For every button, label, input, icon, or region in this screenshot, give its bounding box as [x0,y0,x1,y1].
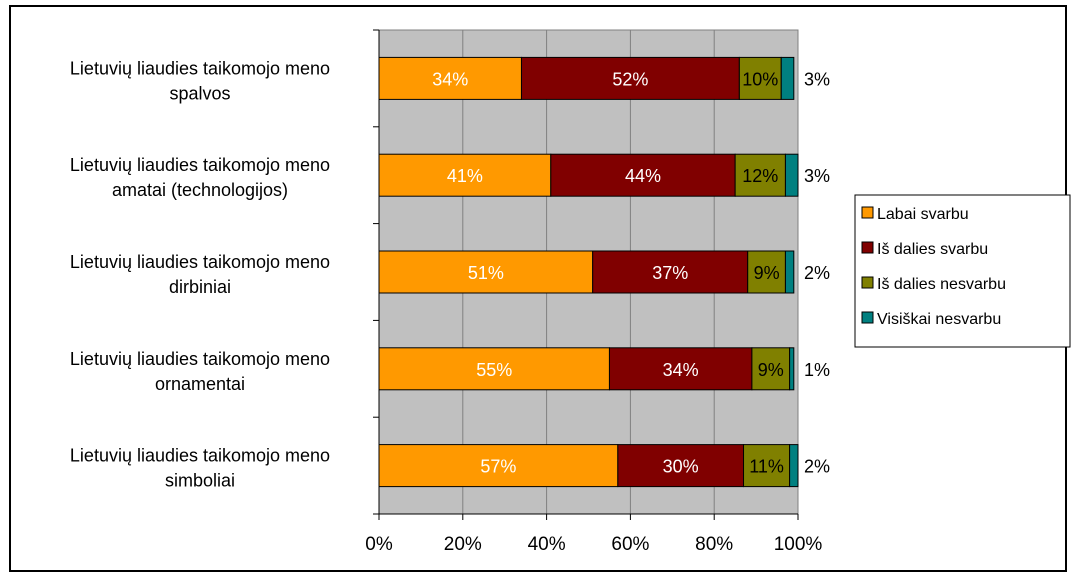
x-tick-label: 20% [444,534,482,555]
legend-swatch [861,241,874,254]
data-label: 11% [749,457,784,477]
legend-swatch [861,311,874,324]
x-tick-label: 0% [365,534,393,555]
bar-segment [751,347,791,391]
x-tick-label: 100% [774,534,823,555]
category-label: simboliai [165,471,235,491]
category-label: Lietuvių liaudies taikomojo meno [70,349,330,369]
x-tick-label: 40% [528,534,566,555]
data-label: 3% [804,69,830,89]
data-label: 57% [480,457,516,477]
legend-swatch [861,206,874,219]
data-label: 41% [447,166,483,186]
bar-segment [617,444,745,488]
category-label: ornamentai [155,374,245,394]
category-label: Lietuvių liaudies taikomojo meno [70,58,330,78]
data-label: 52% [612,69,648,89]
bar-segment [789,347,795,391]
bar-segment [743,444,791,488]
legend-label: Visiškai nesvarbu [877,311,1001,328]
category-label: spalvos [169,83,230,103]
category-label: dirbiniai [169,277,231,297]
data-label: 30% [663,457,699,477]
category-label: Lietuvių liaudies taikomojo meno [70,446,330,466]
bar-segment [608,347,753,391]
data-label: 51% [468,263,504,283]
x-tick-label: 60% [611,534,649,555]
data-label: 12% [742,166,778,186]
bar-segment [784,250,795,294]
bar-segment [378,444,619,488]
legend-label: Labai svarbu [877,206,969,223]
data-label: 34% [432,69,468,89]
bar-segment [378,153,552,197]
data-label: 37% [652,263,688,283]
legend-swatch [861,276,874,289]
bar-segment [784,153,799,197]
x-tick-label: 80% [695,534,733,555]
data-label: 55% [476,360,512,380]
data-label: 44% [625,166,661,186]
data-label: 2% [804,457,830,477]
data-label: 10% [742,69,778,89]
legend-box [854,194,1071,348]
category-label: amatai (technologijos) [112,180,288,200]
data-label: 9% [758,360,784,380]
bar-segment [780,56,795,100]
data-label: 34% [663,360,699,380]
data-label: 2% [804,263,830,283]
bar-segment [592,250,749,294]
data-label: 9% [754,263,780,283]
bar-segment [789,444,799,488]
category-label: Lietuvių liaudies taikomojo meno [70,155,330,175]
category-label: Lietuvių liaudies taikomojo meno [70,252,330,272]
bar-segment [520,56,740,100]
bar-segment [734,153,786,197]
data-label: 1% [804,360,830,380]
data-label: 3% [804,166,830,186]
legend-label: Iš dalies nesvarbu [877,276,1006,293]
bar-segment [378,56,522,100]
legend-label: Iš dalies svarbu [877,241,988,258]
bar-segment [378,347,610,391]
